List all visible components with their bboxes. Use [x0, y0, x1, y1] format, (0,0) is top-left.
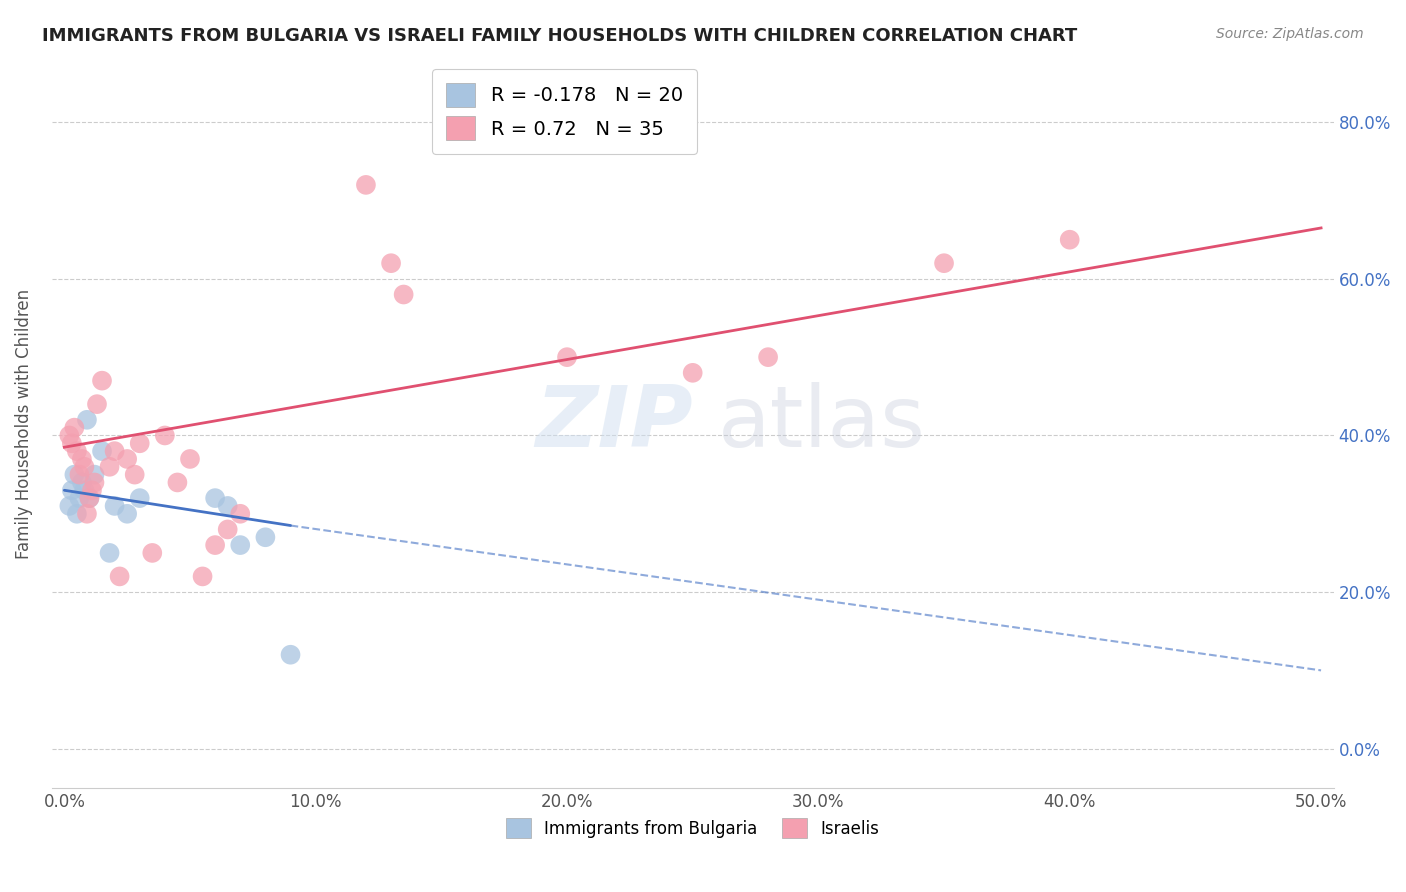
Y-axis label: Family Households with Children: Family Households with Children — [15, 289, 32, 558]
Point — [280, 648, 302, 662]
Point — [128, 491, 150, 505]
Point — [66, 444, 89, 458]
Point — [354, 178, 377, 192]
Point — [91, 444, 114, 458]
Point — [98, 459, 121, 474]
Point — [58, 428, 80, 442]
Point — [83, 467, 105, 482]
Point — [98, 546, 121, 560]
Point — [217, 523, 239, 537]
Legend: Immigrants from Bulgaria, Israelis: Immigrants from Bulgaria, Israelis — [499, 812, 886, 845]
Text: atlas: atlas — [718, 382, 927, 466]
Text: Source: ZipAtlas.com: Source: ZipAtlas.com — [1216, 27, 1364, 41]
Point — [166, 475, 188, 490]
Point — [1059, 233, 1081, 247]
Point — [79, 491, 101, 505]
Point — [682, 366, 704, 380]
Point — [555, 350, 578, 364]
Point — [76, 507, 98, 521]
Point — [115, 452, 138, 467]
Point — [91, 374, 114, 388]
Point — [73, 459, 96, 474]
Point — [124, 467, 146, 482]
Text: IMMIGRANTS FROM BULGARIA VS ISRAELI FAMILY HOUSEHOLDS WITH CHILDREN CORRELATION : IMMIGRANTS FROM BULGARIA VS ISRAELI FAMI… — [42, 27, 1077, 45]
Point — [63, 420, 86, 434]
Point — [60, 436, 83, 450]
Point — [229, 507, 252, 521]
Point — [204, 538, 226, 552]
Point — [392, 287, 415, 301]
Point — [73, 483, 96, 498]
Point — [63, 467, 86, 482]
Point — [103, 499, 125, 513]
Point — [67, 467, 90, 482]
Point — [70, 475, 93, 490]
Point — [70, 452, 93, 467]
Point — [108, 569, 131, 583]
Point — [58, 499, 80, 513]
Point — [204, 491, 226, 505]
Point — [217, 499, 239, 513]
Point — [115, 507, 138, 521]
Point — [80, 483, 103, 498]
Point — [60, 483, 83, 498]
Point — [254, 530, 277, 544]
Point — [76, 413, 98, 427]
Point — [83, 475, 105, 490]
Point — [932, 256, 955, 270]
Point — [66, 507, 89, 521]
Point — [128, 436, 150, 450]
Point — [67, 491, 90, 505]
Point — [103, 444, 125, 458]
Point — [153, 428, 176, 442]
Point — [179, 452, 201, 467]
Point — [191, 569, 214, 583]
Point — [229, 538, 252, 552]
Point — [141, 546, 163, 560]
Point — [86, 397, 108, 411]
Point — [756, 350, 779, 364]
Text: ZIP: ZIP — [536, 382, 693, 466]
Point — [79, 491, 101, 505]
Point — [380, 256, 402, 270]
